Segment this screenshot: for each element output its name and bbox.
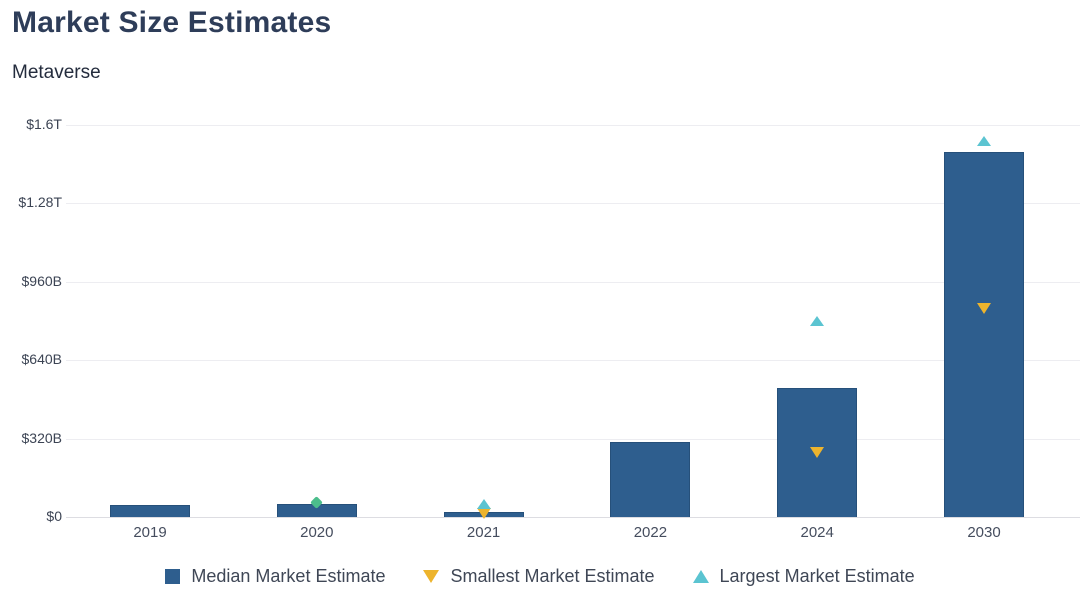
gridline: [66, 281, 1080, 283]
largest-marker-2030[interactable]: [977, 135, 991, 146]
median-square-icon: [165, 569, 181, 584]
x-axis-label-2024: 2024: [800, 524, 834, 541]
gridline: [66, 360, 1080, 362]
smallest-triangle-down-icon: [423, 570, 440, 583]
y-axis-tick-label: $0: [46, 508, 62, 524]
y-axis-tick-label: $640B: [21, 351, 62, 368]
x-axis-label-2021: 2021: [466, 524, 501, 541]
bar-median-2019[interactable]: [110, 504, 190, 517]
smallest-marker-2024[interactable]: [810, 447, 825, 459]
gridline: [66, 125, 1080, 126]
x-axis-label-2022: 2022: [633, 524, 668, 541]
legend-item-largest[interactable]: Largest Market Estimate: [692, 566, 915, 587]
bar-median-2030[interactable]: [944, 151, 1024, 517]
bar-median-2022[interactable]: [610, 442, 691, 517]
largest-marker-2021[interactable]: [476, 498, 491, 509]
y-axis-tick-label: $960B: [21, 272, 62, 289]
y-axis-tick-label: $1.28T: [18, 194, 62, 211]
page-title: Market Size Estimates: [12, 6, 332, 39]
smallest-marker-2030[interactable]: [977, 302, 991, 314]
chart-legend: Median Market Estimate Smallest Market E…: [0, 566, 1080, 587]
legend-label: Median Market Estimate: [191, 566, 386, 586]
x-axis-label-2019: 2019: [133, 524, 167, 541]
y-axis-tick-label: $1.6T: [26, 116, 62, 132]
legend-label: Smallest Market Estimate: [450, 566, 655, 586]
legend-item-smallest[interactable]: Smallest Market Estimate: [423, 566, 655, 587]
smallest-marker-2021[interactable]: [476, 507, 491, 519]
largest-marker-2024[interactable]: [810, 316, 825, 326]
legend-item-median[interactable]: Median Market Estimate: [165, 566, 385, 587]
largest-triangle-up-icon: [692, 570, 709, 583]
y-axis-tick-label: $320B: [21, 429, 62, 446]
x-axis-label-2030: 2030: [967, 524, 1001, 541]
chart-subtitle: Metaverse: [12, 62, 101, 83]
legend-label: Largest Market Estimate: [719, 566, 915, 586]
x-axis-label-2020: 2020: [300, 524, 334, 541]
gridline: [66, 203, 1080, 205]
gridline: [66, 517, 1080, 518]
gridline: [66, 438, 1080, 440]
